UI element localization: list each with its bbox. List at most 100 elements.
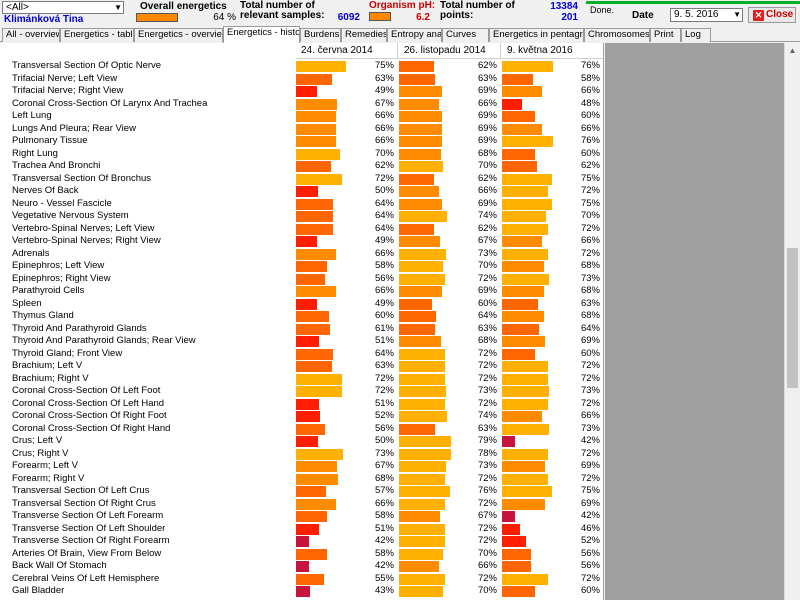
value-bar <box>399 236 440 247</box>
value-bar <box>502 136 553 147</box>
value-percent: 69% <box>580 335 600 346</box>
value-bar <box>296 411 321 422</box>
person-select[interactable]: <All> ▼ <box>2 1 124 14</box>
column-header[interactable]: 24. června 2014 <box>296 43 398 59</box>
table-row[interactable]: Left Lung 66% 69% 60% <box>0 110 603 123</box>
value-cell: 68% <box>399 335 501 348</box>
value-percent: 74% <box>477 210 497 221</box>
value-cell: 72% <box>399 573 501 586</box>
scroll-thumb[interactable] <box>787 248 798 388</box>
tab-burdens[interactable]: Burdens <box>300 28 341 42</box>
person-select-value: <All> <box>6 2 29 13</box>
table-row[interactable]: Epinephros; Left View 58% 70% 68% <box>0 260 603 273</box>
table-row[interactable]: Forearm; Right V 68% 72% 72% <box>0 473 603 486</box>
tab-energetics-history[interactable]: Energetics - history <box>223 26 300 43</box>
tab-energetics-overview[interactable]: Energetics - overview <box>134 28 223 42</box>
value-percent: 48% <box>580 97 600 109</box>
tab-curves[interactable]: Curves <box>442 28 489 42</box>
column-header[interactable]: 26. listopadu 2014 <box>399 43 501 59</box>
tab-print[interactable]: Print <box>650 28 681 42</box>
table-row[interactable]: Brachium; Left V 63% 72% 72% <box>0 360 603 373</box>
table-row[interactable]: Coronal Cross-Section Of Right Hand 56% 63… <box>0 423 603 436</box>
table-row[interactable]: Thyroid And Parathyroid Glands; Rear Vie… <box>0 335 603 348</box>
value-cell: 64% <box>296 210 398 223</box>
table-row[interactable]: Vegetative Nervous System 64% 74% 70% <box>0 210 603 223</box>
value-bar <box>296 311 329 322</box>
value-percent: 68% <box>580 285 600 296</box>
table-row[interactable]: Transversal Section Of Left Crus 57% 76% 75… <box>0 485 603 498</box>
table-row[interactable]: Transversal Section Of Right Crus 66% 72% 6… <box>0 498 603 511</box>
table-row[interactable]: Back Wall Of Stomach 42% 66% 56% <box>0 560 603 573</box>
tab-chromosomes[interactable]: Chromosomes <box>584 28 650 42</box>
table-row[interactable]: Pulmonary Tissue 66% 69% 76% <box>0 135 603 148</box>
tab-energetics-table[interactable]: Energetics - table <box>60 28 134 42</box>
table-row[interactable]: Neuro - Vessel Fascicle 64% 69% 75% <box>0 198 603 211</box>
value-cell: 75% <box>502 173 603 186</box>
chevron-down-icon[interactable]: ▼ <box>114 3 122 12</box>
table-row[interactable]: Coronal Cross-Section Of Left Hand 51% 72%… <box>0 398 603 411</box>
value-cell: 66% <box>399 98 501 111</box>
value-cell: 63% <box>399 323 501 336</box>
table-row[interactable]: Trifacial Nerve; Left View 63% 63% 58% <box>0 73 603 86</box>
table-row[interactable]: Crus; Left V 50% 79% 42% <box>0 435 603 448</box>
table-row[interactable]: Arteries Of Brain, View From Below 58% 70%… <box>0 548 603 561</box>
scroll-up-icon[interactable]: ▲ <box>788 46 797 55</box>
table-row[interactable]: Right Lung 70% 68% 60% <box>0 148 603 161</box>
table-row[interactable]: Coronal Cross-Section Of Left Foot 72% 73%… <box>0 385 603 398</box>
table-row[interactable]: Cerebral Veins Of Left Hemisphere 55% 72% 7… <box>0 572 603 586</box>
value-percent: 42% <box>580 435 600 446</box>
value-cell: 58% <box>502 73 603 86</box>
date-picker[interactable]: 9. 5. 2016 ▼ <box>670 8 743 22</box>
table-row[interactable]: Lungs And Pleura; Rear View 66% 69% 66% <box>0 123 603 136</box>
row-name: Cerebral Veins Of Left Hemisphere <box>12 572 160 584</box>
tab-log[interactable]: Log <box>681 28 711 42</box>
table-row[interactable]: Trachea And Bronchi 62% 70% 62% <box>0 160 603 173</box>
close-button[interactable]: ✕ Close <box>748 7 796 23</box>
table-row[interactable]: Coronal Cross-Section Of Larynx And Trac… <box>0 97 603 111</box>
value-percent: 69% <box>477 110 497 121</box>
table-row[interactable]: Vertebro-Spinal Nerves; Left View 64% 62% 7… <box>0 223 603 236</box>
row-name: Left Lung <box>12 110 52 121</box>
value-cell: 75% <box>502 198 603 211</box>
value-cell: 68% <box>502 285 603 298</box>
table-row[interactable]: Parathyroid Cells 66% 69% 68% <box>0 285 603 298</box>
table-row[interactable]: Adrenals 66% 73% 72% <box>0 248 603 261</box>
table-row[interactable]: Thyroid Gland; Front View 64% 72% 60% <box>0 348 603 361</box>
value-cell: 72% <box>296 385 398 398</box>
table-row[interactable]: Vertebro-Spinal Nerves; Right View 49% 67%… <box>0 235 603 248</box>
table-row[interactable]: Thymus Gland 60% 64% 68% <box>0 310 603 323</box>
value-cell: 62% <box>399 223 501 236</box>
table-row[interactable]: Transverse Section Of Left Shoulder 51% 72… <box>0 522 603 536</box>
value-cell: 63% <box>399 73 501 86</box>
value-bar <box>502 386 550 397</box>
chevron-down-icon[interactable]: ▼ <box>733 10 741 19</box>
value-cell: 72% <box>502 473 603 486</box>
table-row[interactable]: Thyroid And Parathyroid Glands 61% 63% 64% <box>0 323 603 336</box>
value-bar <box>502 298 539 310</box>
table-row[interactable]: Spleen 49% 60% 63% <box>0 298 603 311</box>
value-bar <box>399 148 441 160</box>
table-row[interactable]: Gall Bladder 43% 70% 60% <box>0 585 603 598</box>
tab-remedies[interactable]: Remedies <box>341 28 387 42</box>
table-row[interactable]: Brachium; Right V 72% 72% 72% <box>0 373 603 386</box>
row-name: Crus; Left V <box>12 435 63 446</box>
table-row[interactable]: Transversal Section Of Optic Nerve 75% 62%… <box>0 60 603 73</box>
tab-all-overview[interactable]: All - overview <box>2 28 60 42</box>
table-row[interactable]: Epinephros; Right View 56% 72% 73% <box>0 273 603 286</box>
value-bar <box>399 411 448 422</box>
tab-energetics-in-pentagram[interactable]: Energetics in pentagram <box>489 28 584 42</box>
table-row[interactable]: Forearm; Left V 67% 73% 69% <box>0 460 603 473</box>
table-row[interactable]: Crus; Right V 73% 78% 72% <box>0 448 603 461</box>
table-row[interactable]: Transverse Section Of Left Forearm 58% 67%… <box>0 510 603 523</box>
tab-entropy-analysis[interactable]: Entropy analysis <box>387 28 442 42</box>
table-row[interactable]: Nerves Of Back 50% 66% 72% <box>0 185 603 198</box>
column-header[interactable]: 9. května 2016 <box>502 43 603 59</box>
value-percent: 72% <box>477 522 497 534</box>
row-name: Nerves Of Back <box>12 185 79 196</box>
table-row[interactable]: Coronal Cross-Section Of Right Foot 52% 74… <box>0 410 603 423</box>
vertical-scrollbar[interactable]: ▲ <box>784 43 800 600</box>
table-row[interactable]: Trifacial Nerve; Right View 49% 69% 66% <box>0 85 603 98</box>
table-row[interactable]: Transversal Section Of Bronchus 72% 62% 75% <box>0 173 603 186</box>
value-bar <box>502 123 542 135</box>
table-row[interactable]: Transverse Section Of Right Forearm 42% 72… <box>0 535 603 548</box>
